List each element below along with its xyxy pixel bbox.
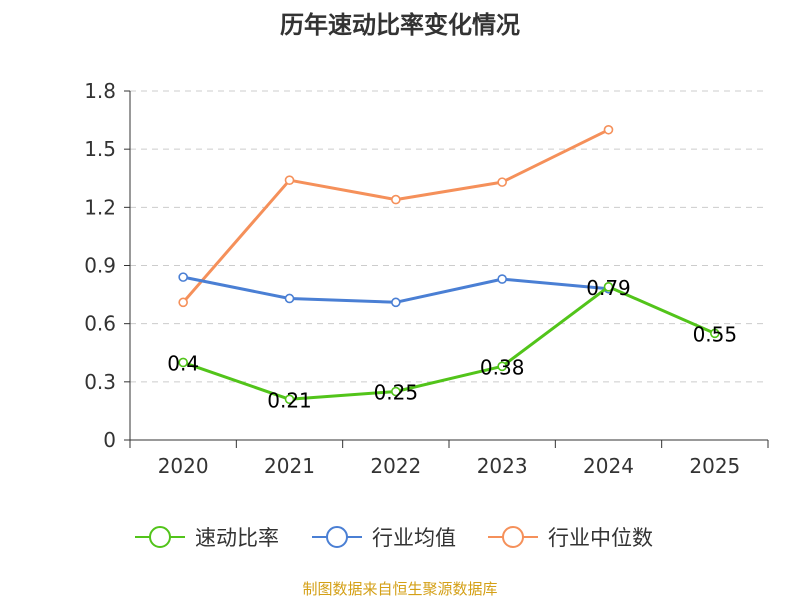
data-point: [284, 394, 295, 405]
data-point: [391, 297, 401, 308]
x-tick-label: 2024: [583, 454, 634, 478]
x-tick-label: 2025: [689, 454, 740, 478]
data-point: [497, 274, 507, 284]
axes: 0 0.3 0.6 0.9 1.2 1.5 1.8 2020 2021 2022 2023 2024 2…: [84, 79, 769, 478]
y-tick-label: 1.8: [84, 79, 116, 103]
legend-label-1: 速动比率: [195, 526, 279, 550]
chart-title: 历年速动比率变化情况: [280, 11, 520, 39]
legend: 速动比率 行业均值 行业中位数: [135, 526, 653, 550]
y-tick-label: 0.6: [84, 312, 116, 336]
data-point: [178, 357, 188, 368]
data-labels: 0.4 0.21 0.25 0.38 0.79 0.55: [167, 276, 737, 412]
data-label: 0.55: [693, 322, 738, 346]
x-tick-label: 2022: [370, 454, 421, 478]
series-line-3: [182, 128, 610, 304]
x-tick-label: 2021: [264, 454, 315, 478]
series-lines: [178, 124, 720, 405]
legend-marker-3: [502, 526, 524, 548]
data-label: 0.4: [167, 351, 199, 375]
legend-marker-1: [149, 526, 171, 548]
source-note: 制图数据来自恒生聚源数据库: [302, 580, 497, 598]
legend-label-2: 行业均值: [372, 526, 456, 550]
data-point: [497, 361, 507, 372]
data-point: [603, 124, 614, 135]
y-tick-label: 0: [103, 428, 116, 452]
data-label: 0.21: [267, 388, 312, 412]
data-point: [284, 293, 295, 304]
y-tick-label: 0.3: [84, 370, 116, 394]
data-point: [178, 272, 188, 282]
data-point: [497, 177, 507, 187]
data-point: [284, 175, 295, 185]
legend-label-3: 行业中位数: [548, 526, 653, 550]
data-label: 0.79: [586, 276, 631, 300]
x-tick-label: 2020: [158, 454, 209, 478]
data-label: 0.38: [480, 355, 525, 379]
data-point: [391, 386, 401, 397]
series-line-1: [182, 285, 716, 401]
data-point: [391, 194, 401, 205]
data-point: [178, 297, 188, 308]
data-point: [710, 328, 720, 339]
data-label: 0.25: [374, 381, 419, 405]
x-tick-label: 2023: [477, 454, 528, 478]
data-point: [603, 282, 614, 292]
y-tick-label: 0.9: [84, 254, 116, 278]
y-tick-label: 1.5: [84, 137, 116, 161]
grid-lines: [130, 90, 768, 383]
legend-marker-2: [326, 526, 348, 548]
y-tick-label: 1.2: [84, 195, 116, 219]
